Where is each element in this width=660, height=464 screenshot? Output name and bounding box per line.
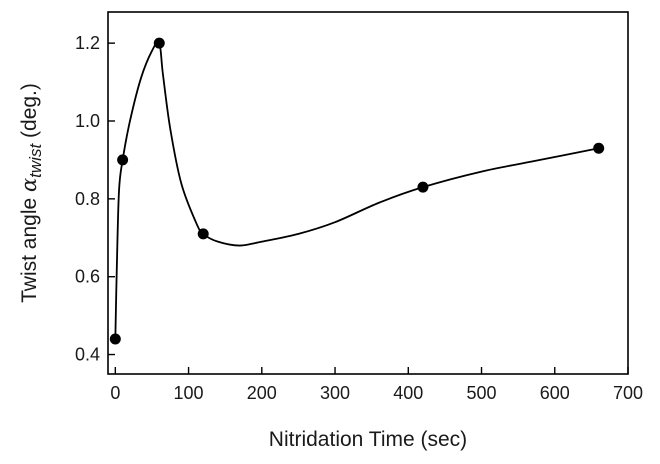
y-axis-title: Twist angle αtwist (deg.) — [17, 83, 45, 303]
y-tick-label: 0.8 — [75, 189, 100, 209]
y-tick-label: 1.2 — [75, 33, 100, 53]
y-axis-title-subscript: twist — [26, 143, 45, 178]
x-axis: 0 100 200 300 400 500 600 700 — [110, 367, 643, 403]
y-tick-label: 1.0 — [75, 111, 100, 131]
x-tick-label: 200 — [247, 383, 277, 403]
x-tick-label: 0 — [110, 383, 120, 403]
x-tick-label: 400 — [393, 383, 423, 403]
x-tick-label: 500 — [466, 383, 496, 403]
plot-frame — [107, 11, 629, 375]
data-point — [593, 142, 605, 154]
y-axis: 0.4 0.6 0.8 1.0 1.2 — [75, 33, 115, 365]
y-axis-title-symbol: α — [17, 178, 41, 192]
fit-curve — [114, 40, 599, 339]
data-points — [109, 37, 605, 345]
y-tick-label: 0.6 — [75, 267, 100, 287]
x-axis-title: Nitridation Time (sec) — [269, 428, 467, 451]
data-point — [153, 37, 165, 49]
x-tick-label: 100 — [174, 383, 204, 403]
data-point — [197, 228, 209, 240]
data-point — [417, 181, 429, 193]
y-axis-title-suffix: (deg.) — [18, 83, 41, 144]
data-point — [117, 154, 129, 166]
x-tick-label: 600 — [540, 383, 570, 403]
y-axis-title-prefix: Twist angle — [18, 192, 41, 303]
x-tick-label: 300 — [320, 383, 350, 403]
x-tick-label: 700 — [613, 383, 643, 403]
y-tick-label: 0.4 — [75, 345, 100, 365]
data-point — [109, 333, 121, 345]
